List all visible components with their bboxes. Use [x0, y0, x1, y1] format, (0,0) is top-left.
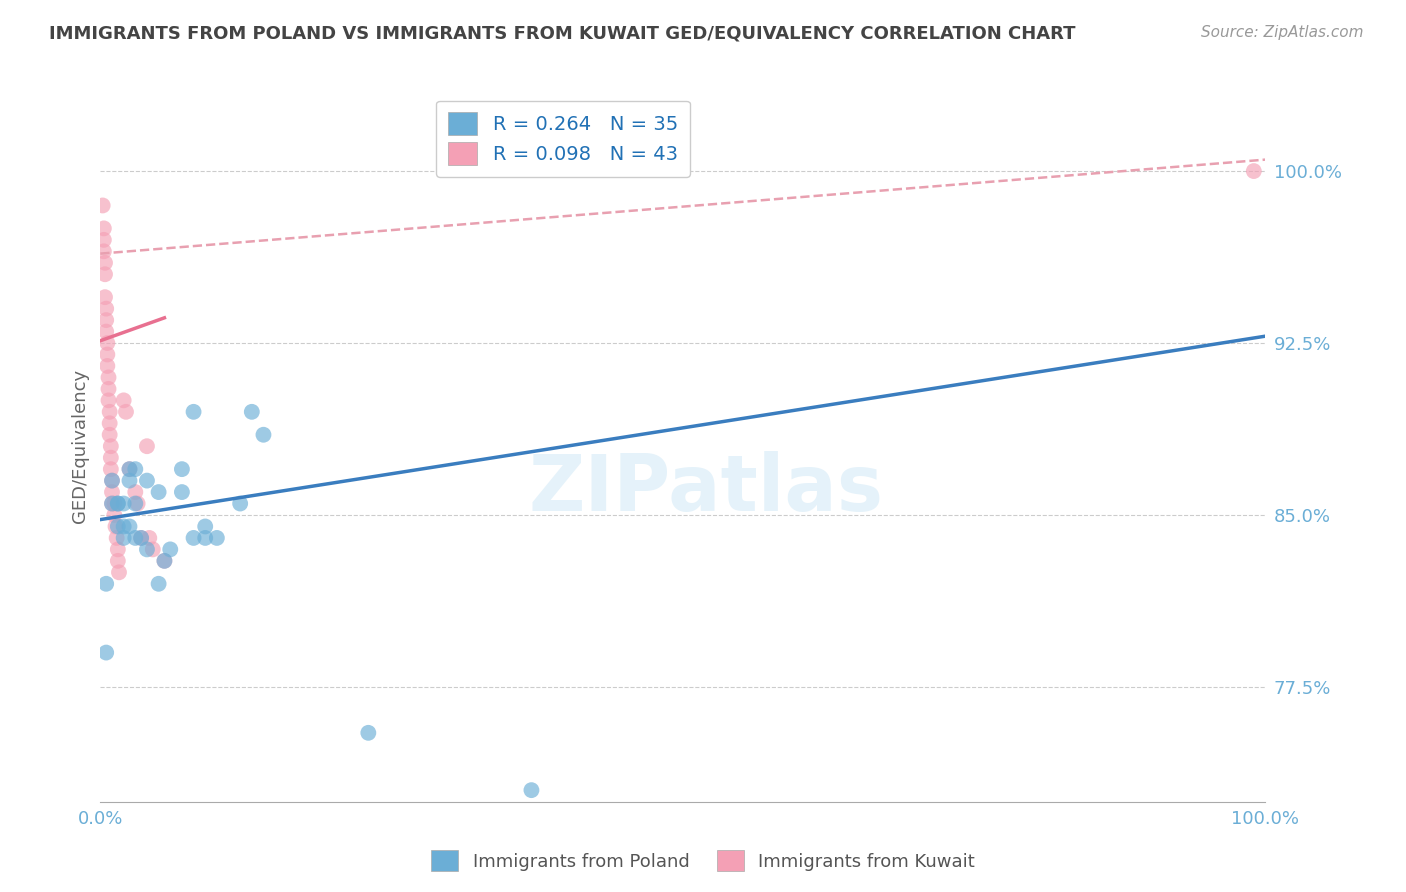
Point	[107, 497, 129, 511]
Point	[108, 566, 131, 580]
Point	[129, 531, 152, 545]
Point	[98, 405, 121, 419]
Point	[124, 485, 146, 500]
Point	[96, 301, 118, 316]
Point	[93, 233, 115, 247]
Point	[115, 405, 138, 419]
Point	[148, 485, 170, 500]
Point	[103, 497, 125, 511]
Point	[96, 576, 118, 591]
Point	[94, 290, 117, 304]
Point	[520, 783, 543, 797]
Point	[104, 519, 127, 533]
Point	[142, 542, 165, 557]
Point	[101, 474, 124, 488]
Point	[93, 244, 115, 259]
Point	[100, 439, 122, 453]
Point	[97, 382, 120, 396]
Text: IMMIGRANTS FROM POLAND VS IMMIGRANTS FROM KUWAIT GED/EQUIVALENCY CORRELATION CHA: IMMIGRANTS FROM POLAND VS IMMIGRANTS FRO…	[49, 25, 1076, 43]
Point	[94, 267, 117, 281]
Point	[148, 576, 170, 591]
Point	[194, 519, 217, 533]
Point	[183, 531, 205, 545]
Point	[107, 542, 129, 557]
Point	[96, 347, 118, 361]
Point	[97, 370, 120, 384]
Text: ZIPatlas: ZIPatlas	[529, 450, 884, 527]
Point	[138, 531, 160, 545]
Point	[107, 519, 129, 533]
Y-axis label: GED/Equivalency: GED/Equivalency	[72, 369, 89, 524]
Point	[229, 497, 252, 511]
Point	[252, 427, 274, 442]
Point	[124, 531, 146, 545]
Legend: R = 0.264   N = 35, R = 0.098   N = 43: R = 0.264 N = 35, R = 0.098 N = 43	[436, 101, 689, 177]
Point	[97, 393, 120, 408]
Legend: Immigrants from Poland, Immigrants from Kuwait: Immigrants from Poland, Immigrants from …	[425, 843, 981, 879]
Point	[112, 393, 135, 408]
Point	[205, 531, 228, 545]
Point	[101, 474, 124, 488]
Point	[100, 450, 122, 465]
Point	[124, 497, 146, 511]
Point	[94, 256, 117, 270]
Point	[112, 497, 135, 511]
Point	[127, 497, 149, 511]
Point	[170, 485, 193, 500]
Point	[96, 336, 118, 351]
Point	[112, 531, 135, 545]
Point	[118, 462, 141, 476]
Point	[129, 531, 152, 545]
Point	[124, 462, 146, 476]
Point	[153, 554, 176, 568]
Point	[1243, 164, 1265, 178]
Text: Source: ZipAtlas.com: Source: ZipAtlas.com	[1201, 25, 1364, 40]
Point	[101, 485, 124, 500]
Point	[96, 646, 118, 660]
Point	[91, 198, 114, 212]
Point	[170, 462, 193, 476]
Point	[105, 531, 128, 545]
Point	[159, 542, 181, 557]
Point	[96, 359, 118, 373]
Point	[93, 221, 115, 235]
Point	[118, 519, 141, 533]
Point	[136, 474, 159, 488]
Point	[100, 462, 122, 476]
Point	[153, 554, 176, 568]
Point	[98, 417, 121, 431]
Point	[98, 427, 121, 442]
Point	[103, 508, 125, 522]
Point	[183, 405, 205, 419]
Point	[136, 542, 159, 557]
Point	[107, 497, 129, 511]
Point	[118, 462, 141, 476]
Point	[107, 554, 129, 568]
Point	[96, 313, 118, 327]
Point	[357, 726, 380, 740]
Point	[136, 439, 159, 453]
Point	[96, 325, 118, 339]
Point	[101, 497, 124, 511]
Point	[112, 519, 135, 533]
Point	[194, 531, 217, 545]
Point	[240, 405, 263, 419]
Point	[118, 474, 141, 488]
Point	[101, 497, 124, 511]
